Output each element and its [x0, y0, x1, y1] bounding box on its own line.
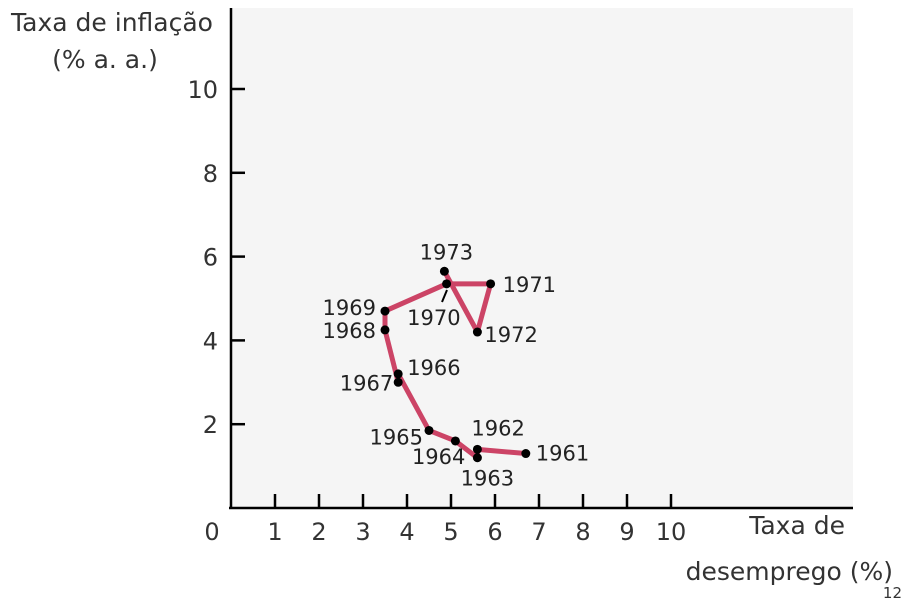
x-tick-label: 3 [355, 518, 370, 546]
x-tick-label: 8 [575, 518, 590, 546]
data-point-1971 [486, 279, 495, 288]
data-point-1967 [394, 378, 403, 387]
point-label-1966: 1966 [407, 356, 460, 380]
x-tick-label: 4 [399, 518, 414, 546]
x-tick-label: 1 [267, 518, 282, 546]
point-label-1972: 1972 [484, 323, 537, 347]
x-axis-title-line-1: Taxa de [748, 511, 845, 540]
x-tick-label: 10 [656, 518, 687, 546]
point-label-1962: 1962 [471, 416, 524, 440]
data-point-1972 [473, 328, 482, 337]
x-tick-label: 5 [443, 518, 458, 546]
point-label-1963: 1963 [461, 467, 514, 491]
page-number: 12 [883, 584, 902, 602]
data-point-1963 [473, 453, 482, 462]
y-tick-label: 4 [203, 327, 218, 355]
y-axis-title-line-1: Taxa de inflação [10, 8, 213, 37]
data-point-1965 [425, 426, 434, 435]
point-label-1973: 1973 [420, 240, 473, 264]
data-point-1973 [440, 267, 449, 276]
y-tick-label: 8 [203, 160, 218, 188]
data-point-1961 [521, 449, 530, 458]
data-point-1962 [473, 445, 482, 454]
y-axis-title-line-2: (% a. a.) [52, 45, 158, 74]
y-tick-label: 10 [187, 76, 218, 104]
origin-label: 0 [204, 518, 219, 546]
point-label-1970: 1970 [407, 306, 460, 330]
y-tick-label: 6 [203, 244, 218, 272]
x-tick-label: 2 [311, 518, 326, 546]
data-point-1968 [381, 325, 390, 334]
y-tick-label: 2 [203, 411, 218, 439]
point-label-1969: 1969 [323, 296, 376, 320]
point-label-1965: 1965 [370, 425, 423, 449]
point-label-1961: 1961 [536, 442, 589, 466]
point-label-1971: 1971 [503, 273, 556, 297]
x-tick-label: 9 [619, 518, 634, 546]
data-point-1970 [442, 279, 451, 288]
x-axis-title-line-2: desemprego (%) [686, 557, 893, 586]
x-axis-title: Taxa de desemprego (%) [686, 511, 893, 586]
y-axis-title: Taxa de inflação (% a. a.) [10, 8, 213, 74]
x-tick-label: 6 [487, 518, 502, 546]
point-label-1967: 1967 [340, 371, 393, 395]
plot-background [231, 8, 853, 507]
data-point-1966 [394, 369, 403, 378]
point-label-1968: 1968 [323, 319, 376, 343]
x-tick-label: 7 [531, 518, 546, 546]
data-point-1969 [381, 307, 390, 316]
